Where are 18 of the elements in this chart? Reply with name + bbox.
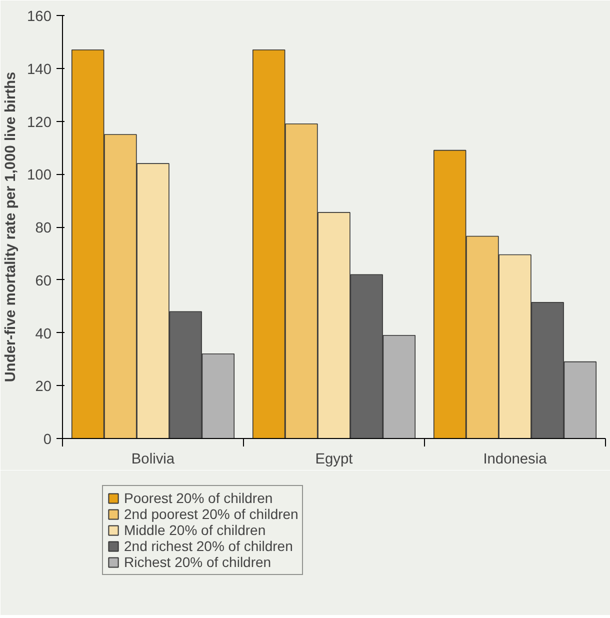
- legend-label: Middle 20% of children: [124, 522, 266, 538]
- y-tick-label: 0: [43, 432, 52, 448]
- y-tick-label: 20: [35, 379, 52, 396]
- y-tick-label: 140: [27, 62, 52, 78]
- legend-label: 2nd richest 20% of children: [124, 538, 293, 554]
- x-tick-label: Bolivia: [131, 452, 176, 468]
- legend-label: Poorest 20% of children: [124, 490, 273, 506]
- y-tick-label: 160: [27, 9, 52, 25]
- y-tick-label: 100: [27, 168, 52, 184]
- legend-label: 2nd poorest 20% of children: [124, 506, 298, 522]
- legend-label: Richest 20% of children: [124, 554, 272, 570]
- y-tick-label: 120: [27, 114, 52, 131]
- y-tick-label: 40: [35, 326, 52, 342]
- y-tick-label: 80: [35, 220, 52, 236]
- x-tick-label: Egypt: [315, 452, 353, 468]
- y-tick-label: 60: [35, 273, 52, 290]
- y-axis-title: Under-five mortality rate per 1,000 live births: [3, 72, 20, 382]
- x-tick-label: Indonesia: [483, 452, 548, 468]
